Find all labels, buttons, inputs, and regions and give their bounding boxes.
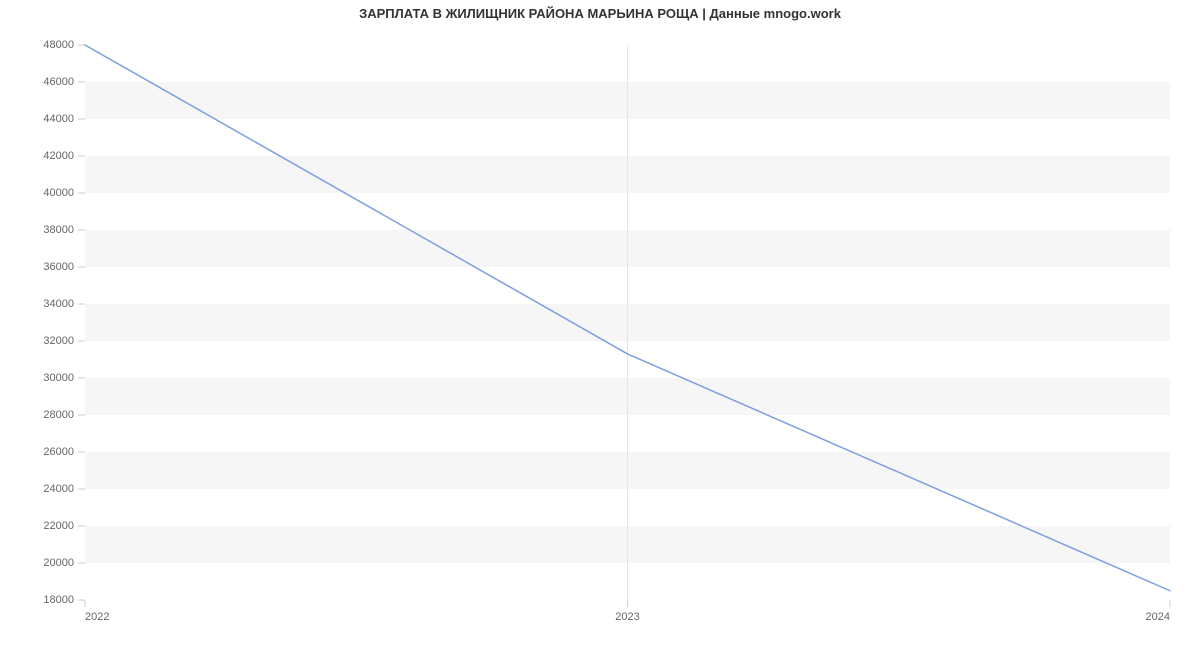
svg-text:34000: 34000: [43, 298, 74, 310]
svg-text:28000: 28000: [43, 409, 74, 421]
svg-text:24000: 24000: [43, 483, 74, 495]
svg-text:30000: 30000: [43, 372, 74, 384]
svg-text:20000: 20000: [43, 557, 74, 569]
chart-title: ЗАРПЛАТА В ЖИЛИЩНИК РАЙОНА МАРЬИНА РОЩА …: [0, 6, 1200, 21]
svg-text:26000: 26000: [43, 446, 74, 458]
svg-text:48000: 48000: [43, 39, 74, 51]
svg-text:40000: 40000: [43, 187, 74, 199]
svg-text:2022: 2022: [85, 611, 109, 623]
svg-text:46000: 46000: [43, 76, 74, 88]
svg-text:36000: 36000: [43, 261, 74, 273]
svg-text:2023: 2023: [615, 611, 639, 623]
svg-text:18000: 18000: [43, 594, 74, 606]
svg-text:42000: 42000: [43, 150, 74, 162]
svg-text:32000: 32000: [43, 335, 74, 347]
svg-text:44000: 44000: [43, 113, 74, 125]
chart-canvas: 18000 20000 22000 24000 26000 28000 30000 32000…: [0, 0, 1200, 650]
salary-line-chart: ЗАРПЛАТА В ЖИЛИЩНИК РАЙОНА МАРЬИНА РОЩА …: [0, 0, 1200, 650]
svg-text:22000: 22000: [43, 520, 74, 532]
svg-text:38000: 38000: [43, 224, 74, 236]
svg-text:2024: 2024: [1146, 611, 1170, 623]
